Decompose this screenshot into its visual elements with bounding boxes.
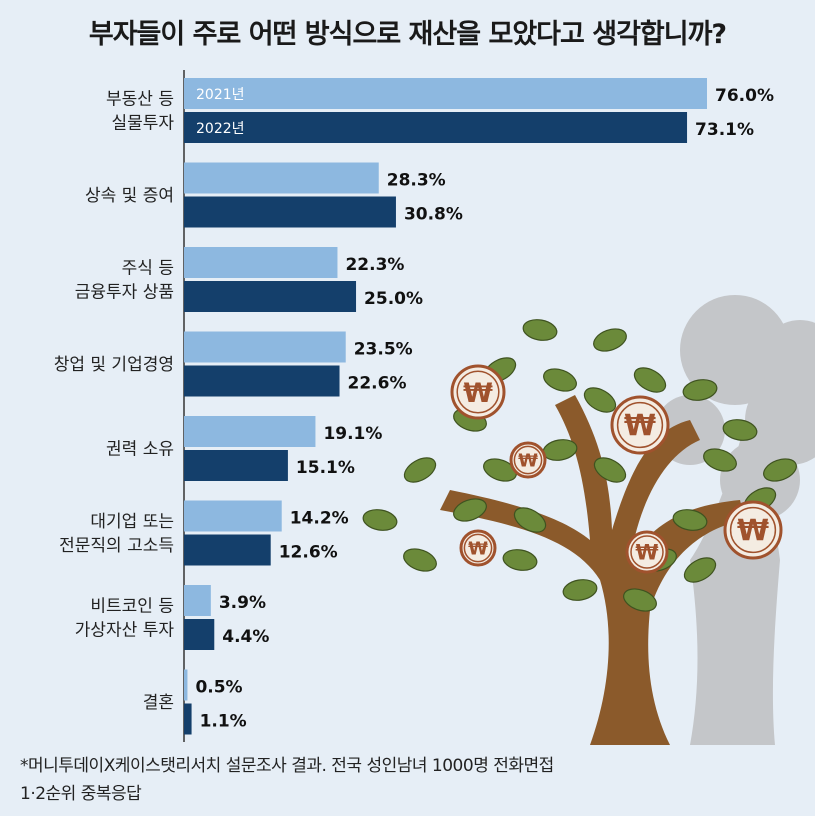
leaf xyxy=(513,507,547,533)
money-tree-illustration: ₩ ₩ ₩ ₩ ₩ ₩ xyxy=(362,295,815,745)
bar xyxy=(184,78,707,109)
legend-label: 2021년 xyxy=(196,87,245,103)
bar xyxy=(184,500,282,532)
bar-group: 창업 및 기업경영 23.5% 22.6% xyxy=(54,331,413,397)
leaf xyxy=(593,328,627,352)
footnote-note: 1·2순위 중복응답 xyxy=(20,784,142,804)
leaf xyxy=(562,579,598,601)
leaf xyxy=(683,557,717,583)
won-coin-icon: ₩ xyxy=(625,530,669,574)
footnote-source: *머니투데이X케이스탯리서치 설문조사 결과. 전국 성인남녀 1000명 전화… xyxy=(20,756,554,776)
bar xyxy=(184,162,379,194)
bar xyxy=(184,247,338,278)
bar xyxy=(184,534,271,566)
shadow-tree-canopy xyxy=(680,295,790,405)
bar-group: 주식 등 금융투자 상품 22.3% 25.0% xyxy=(75,247,423,312)
value-label: 23.5% xyxy=(354,340,413,360)
leaf xyxy=(583,387,617,413)
won-coin-icon: ₩ xyxy=(509,441,547,479)
category-label: 비트코인 등 가상자산 투자 xyxy=(75,597,175,641)
category-label: 부동산 등 실물투자 xyxy=(106,90,174,134)
bar xyxy=(184,619,215,650)
value-label: 12.6% xyxy=(279,543,338,563)
bar xyxy=(184,196,396,228)
bar xyxy=(184,281,357,312)
bar xyxy=(184,416,316,447)
leaf xyxy=(593,457,627,483)
value-label: 1.1% xyxy=(200,712,247,732)
won-symbol: ₩ xyxy=(518,450,538,471)
bar-group: 대기업 또는 전문직의 고소득 14.2% 12.6% xyxy=(59,500,349,566)
category-label: 결혼 xyxy=(143,693,174,713)
leaf xyxy=(403,457,437,483)
bar xyxy=(184,585,211,616)
category-label: 권력 소유 xyxy=(106,440,174,460)
won-symbol: ₩ xyxy=(463,378,493,409)
leaf xyxy=(722,419,758,441)
won-coin-icon: ₩ xyxy=(450,364,506,420)
leaf xyxy=(362,509,398,531)
tree-trunk xyxy=(440,395,745,745)
leaf xyxy=(522,319,558,341)
bar xyxy=(184,112,688,143)
legend-label: 2022년 xyxy=(196,121,245,137)
leaf xyxy=(763,458,797,482)
value-label: 22.6% xyxy=(348,374,407,394)
leaf xyxy=(403,548,437,572)
won-symbol: ₩ xyxy=(468,538,488,559)
won-coin-icon: ₩ xyxy=(723,500,783,560)
leaf xyxy=(682,379,718,401)
leaf xyxy=(633,367,667,393)
won-symbol: ₩ xyxy=(624,409,656,443)
won-symbol: ₩ xyxy=(737,514,769,548)
leaf xyxy=(483,458,517,482)
bar-group: 부동산 등 실물투자 76.0% 2021년 73.1% 2022년 xyxy=(106,78,774,143)
value-label: 0.5% xyxy=(195,678,242,698)
bar xyxy=(184,669,188,701)
value-label: 4.4% xyxy=(222,627,269,647)
chart-title: 부자들이 주로 어떤 방식으로 재산을 모았다고 생각합니까? xyxy=(88,19,727,50)
value-label: 22.3% xyxy=(345,255,404,275)
value-label: 19.1% xyxy=(323,424,382,444)
leaf xyxy=(543,368,577,392)
leaf xyxy=(453,498,487,522)
value-label: 28.3% xyxy=(387,171,446,191)
value-label: 3.9% xyxy=(219,593,266,613)
bar xyxy=(184,703,192,735)
category-label: 주식 등 금융투자 상품 xyxy=(75,259,174,303)
value-label: 14.2% xyxy=(290,509,349,529)
bar-group: 권력 소유 19.1% 15.1% xyxy=(106,416,382,481)
value-label: 15.1% xyxy=(296,458,355,478)
value-label: 76.0% xyxy=(715,86,774,106)
bar-group: 결혼 0.5% 1.1% xyxy=(143,669,247,735)
won-symbol: ₩ xyxy=(635,541,658,565)
leaf xyxy=(502,549,538,571)
footnote: *머니투데이X케이스탯리서치 설문조사 결과. 전국 성인남녀 1000명 전화… xyxy=(20,752,800,808)
won-coin-icon: ₩ xyxy=(610,395,670,455)
bar xyxy=(184,331,346,363)
value-label: 25.0% xyxy=(364,289,423,309)
bar xyxy=(184,450,288,481)
bar-group: 비트코인 등 가상자산 투자 3.9% 4.4% xyxy=(75,585,269,650)
value-label: 30.8% xyxy=(404,205,463,225)
leaf xyxy=(703,448,737,472)
category-label: 창업 및 기업경영 xyxy=(54,355,174,375)
category-label: 대기업 또는 전문직의 고소득 xyxy=(59,512,174,556)
leaf xyxy=(623,588,657,612)
leaf xyxy=(672,509,708,531)
category-label: 상속 및 증여 xyxy=(85,186,174,206)
value-label: 73.1% xyxy=(695,120,754,140)
won-coin-icon: ₩ xyxy=(459,529,497,567)
shadow-tree-canopy xyxy=(760,320,815,400)
bar xyxy=(184,365,340,397)
bar-group: 상속 및 증여 28.3% 30.8% xyxy=(85,162,463,228)
